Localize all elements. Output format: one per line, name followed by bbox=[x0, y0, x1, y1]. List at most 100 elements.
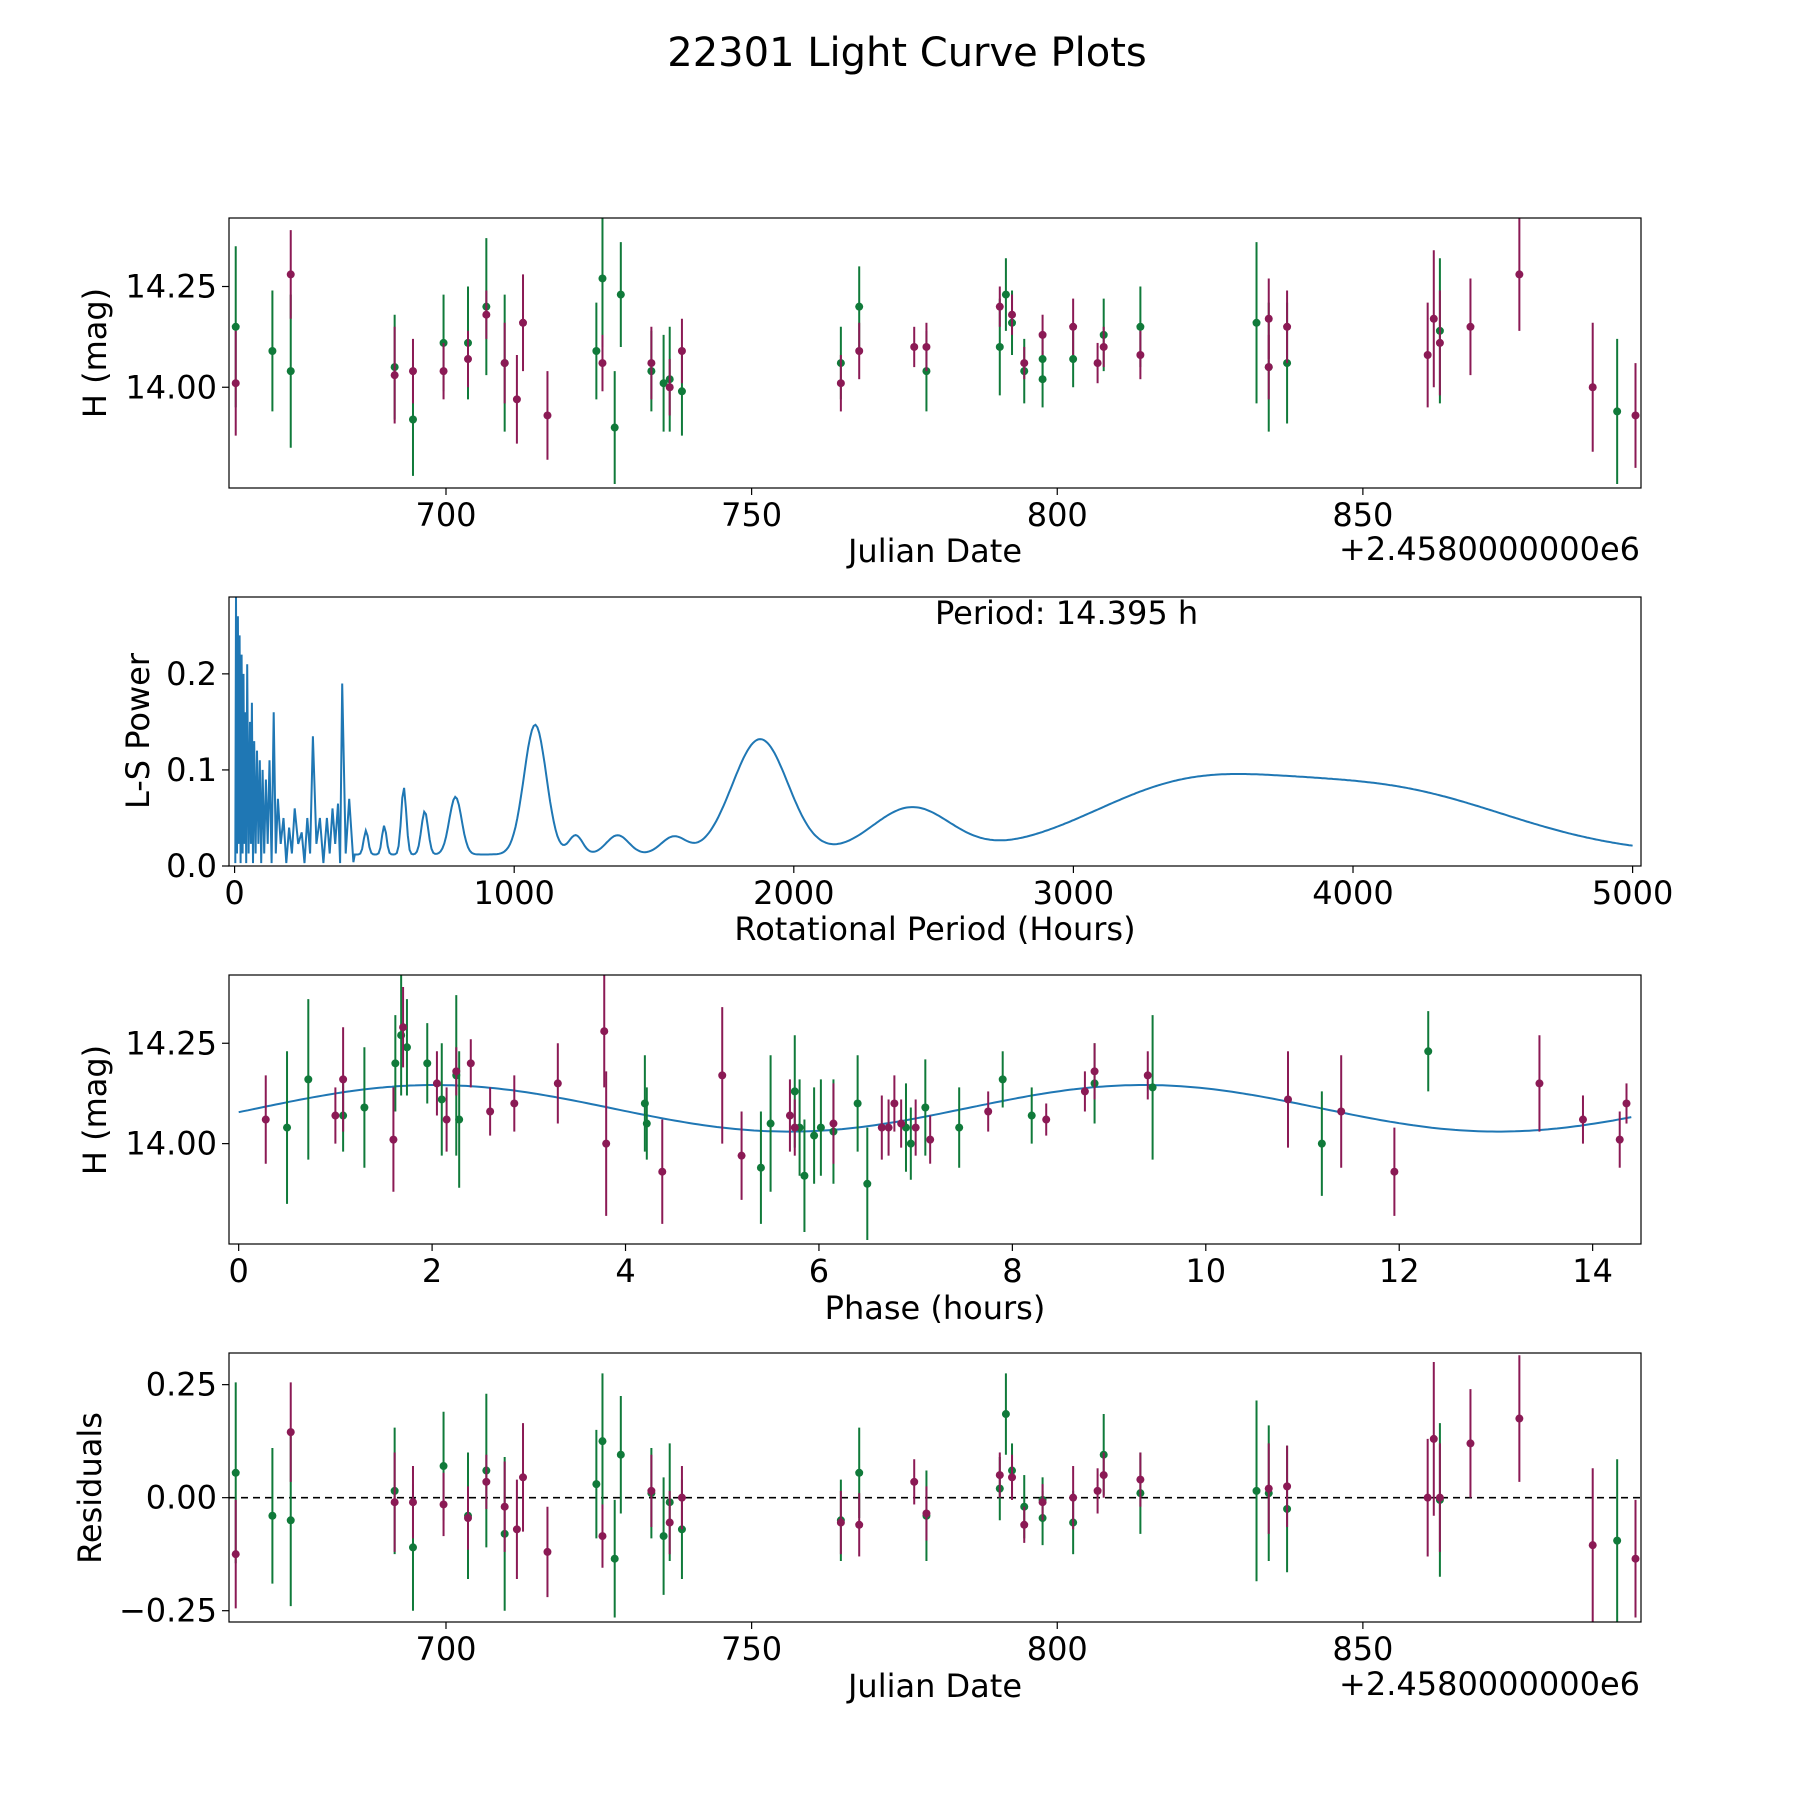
phased-magenta-point bbox=[718, 1071, 727, 1080]
residuals-magenta-point bbox=[1099, 1471, 1108, 1480]
light-curve-xtick-label: 750 bbox=[721, 496, 782, 534]
light-curve-ytick-label: 14.25 bbox=[125, 268, 217, 306]
residual-marks: 700 750 800 850 −0.25 0.00 0.25 bbox=[119, 1355, 1641, 1668]
light-curve-green-point bbox=[1613, 407, 1622, 416]
residuals-magenta-point bbox=[1093, 1486, 1102, 1495]
residuals-magenta-point bbox=[922, 1509, 931, 1518]
phased-green-point bbox=[853, 1099, 862, 1108]
residuals-ylabel: Residuals bbox=[71, 1412, 109, 1564]
phased-magenta-point bbox=[1337, 1107, 1346, 1116]
residuals-magenta-point bbox=[1264, 1484, 1273, 1493]
light-curve-xtick-label: 800 bbox=[1027, 496, 1088, 534]
light-curve-magenta-point bbox=[500, 359, 509, 368]
periodogram-xtick-label: 1000 bbox=[473, 874, 554, 912]
light-curve-magenta-point bbox=[1008, 310, 1017, 319]
light-curve-magenta-point bbox=[647, 359, 656, 368]
phased-magenta-point bbox=[658, 1167, 667, 1176]
light-curve-green-point bbox=[1038, 375, 1047, 384]
residuals-magenta-point bbox=[598, 1532, 607, 1541]
phased-ylabel: H (mag) bbox=[76, 1045, 114, 1175]
periodogram-ylabel: L-S Power bbox=[119, 652, 157, 809]
residuals-magenta-point bbox=[855, 1520, 864, 1529]
light-curve-x-offset: +2.4580000000e6 bbox=[1339, 530, 1640, 568]
light-curve-magenta-point bbox=[1429, 314, 1438, 323]
phased-green-point bbox=[906, 1139, 915, 1148]
residuals-green-point bbox=[659, 1532, 668, 1541]
periodogram-ytick-label: 0.0 bbox=[166, 847, 217, 885]
phased-magenta-point bbox=[553, 1079, 562, 1088]
light-curve-ytick-label: 14.00 bbox=[125, 368, 217, 406]
residuals-axes-frame bbox=[228, 1352, 1642, 1623]
phased-magenta-point bbox=[926, 1135, 935, 1144]
residuals-green-point bbox=[616, 1450, 625, 1459]
phased-magenta-point bbox=[510, 1099, 519, 1108]
light-curve-green-point bbox=[616, 290, 625, 299]
phased-magenta-point bbox=[602, 1139, 611, 1148]
light-curve-magenta-point bbox=[836, 379, 845, 388]
light-curve-magenta-point bbox=[1099, 342, 1108, 351]
light-curve-xtick-label: 700 bbox=[415, 496, 476, 534]
light-curve-green-point bbox=[286, 367, 295, 376]
periodogram-power-line bbox=[234, 597, 1633, 864]
phased-green-point bbox=[756, 1163, 765, 1172]
residuals-magenta-point bbox=[647, 1486, 656, 1495]
phased-magenta-point bbox=[442, 1115, 451, 1124]
phased-magenta-point bbox=[466, 1059, 475, 1068]
periodogram-xtick-label: 4000 bbox=[1312, 874, 1393, 912]
light-curve-magenta-point bbox=[995, 302, 1004, 311]
residuals-magenta-point bbox=[408, 1498, 417, 1507]
residuals-magenta-point bbox=[543, 1547, 552, 1556]
residuals-green-point bbox=[1252, 1486, 1261, 1495]
period-annotation: Period: 14.395 h bbox=[935, 594, 1198, 632]
light-curve-green-point bbox=[995, 342, 1004, 351]
phased-xlabel: Phase (hours) bbox=[825, 1289, 1046, 1327]
phased-magenta-point bbox=[1622, 1099, 1631, 1108]
periodogram-plot-area bbox=[234, 597, 1633, 864]
residuals-magenta-point bbox=[464, 1514, 473, 1523]
residuals-magenta-point bbox=[512, 1525, 521, 1534]
light-curve-magenta-point bbox=[543, 411, 552, 420]
phased-magenta-point bbox=[911, 1123, 920, 1132]
residuals-magenta-point bbox=[1008, 1473, 1017, 1482]
residuals-magenta-point bbox=[1466, 1439, 1475, 1448]
residuals-magenta-point bbox=[1588, 1541, 1597, 1550]
light-curve-xlabel: Julian Date bbox=[846, 532, 1022, 570]
residuals-plot-area bbox=[229, 1355, 1641, 1622]
phased-green-point bbox=[283, 1123, 292, 1132]
residuals-magenta-point bbox=[1631, 1554, 1640, 1563]
residuals-magenta-point bbox=[390, 1498, 399, 1507]
light-curve-green-point bbox=[855, 302, 864, 311]
phased-green-point bbox=[816, 1123, 825, 1132]
phased-green-point bbox=[1317, 1139, 1326, 1148]
phased-green-point bbox=[437, 1095, 446, 1104]
phased-green-point bbox=[921, 1103, 930, 1112]
residuals-xtick-label: 850 bbox=[1332, 1630, 1393, 1668]
phased-green-point bbox=[423, 1059, 432, 1068]
light-curve-magenta-point bbox=[598, 359, 607, 368]
light-curve-magenta-point bbox=[665, 383, 674, 392]
panel-residuals: 700 750 800 850 −0.25 0.00 0.25 Julian Date +2… bbox=[71, 1352, 1642, 1705]
light-curve-magenta-point bbox=[922, 342, 931, 351]
panel-phased-light-curve: 0 2 4 6 8 10 12 14 14.00 14.25 Phase (hours) H (m… bbox=[76, 974, 1642, 1327]
light-curve-green-point bbox=[1001, 290, 1010, 299]
light-curve-magenta-point bbox=[512, 395, 521, 404]
phased-magenta-point bbox=[331, 1111, 340, 1120]
residuals-green-point bbox=[1001, 1410, 1010, 1419]
phased-green-point bbox=[1027, 1111, 1036, 1120]
phased-green-point bbox=[766, 1119, 775, 1128]
phased-magenta-point bbox=[1535, 1079, 1544, 1088]
residuals-green-point bbox=[439, 1462, 448, 1471]
light-curve-green-point bbox=[610, 423, 619, 432]
residuals-magenta-point bbox=[1515, 1414, 1524, 1423]
periodogram-ytick-label: 0.2 bbox=[166, 655, 217, 693]
residuals-magenta-point bbox=[439, 1500, 448, 1509]
light-curve-magenta-point bbox=[1423, 351, 1432, 360]
phased-green-point bbox=[800, 1171, 809, 1180]
residuals-magenta-point bbox=[1435, 1493, 1444, 1502]
phased-magenta-point bbox=[1042, 1115, 1051, 1124]
residuals-xtick-label: 700 bbox=[415, 1630, 476, 1668]
light-curve-green-point bbox=[231, 322, 240, 331]
residuals-green-point bbox=[1613, 1536, 1622, 1545]
phased-magenta-point bbox=[1615, 1135, 1624, 1144]
phased-magenta-point bbox=[339, 1075, 348, 1084]
